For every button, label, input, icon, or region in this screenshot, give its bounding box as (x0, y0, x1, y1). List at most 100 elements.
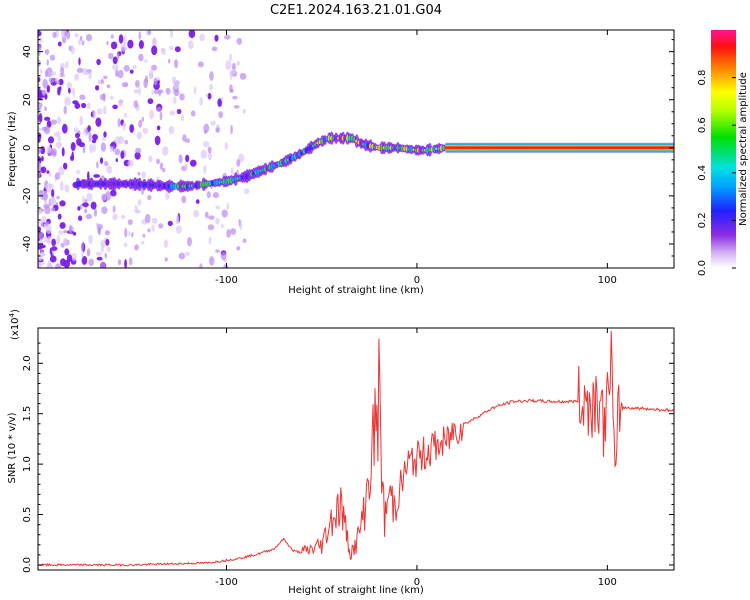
noise-blob (96, 223, 104, 230)
noise-blob (204, 211, 209, 219)
noise-blob (175, 225, 182, 234)
noise-blob (40, 68, 43, 75)
noise-blob (76, 169, 80, 175)
noise-blob (117, 118, 121, 128)
noise-blob (207, 151, 213, 161)
noise-blob (244, 188, 250, 195)
noise-blob (218, 111, 224, 119)
noise-blob (167, 220, 173, 227)
noise-blob (215, 205, 220, 210)
noise-blob (153, 89, 160, 95)
noise-blob (50, 207, 56, 212)
noise-blob (86, 34, 92, 42)
noise-blob (56, 235, 61, 245)
noise-blob (86, 102, 91, 110)
noise-blob (178, 252, 186, 260)
spectrogram-xtick-label: 100 (598, 275, 617, 286)
noise-blob (76, 138, 82, 146)
snr-multiplier-close: ) (10, 309, 21, 313)
noise-blob (82, 145, 86, 154)
spectrogram-ytick-label: 0 (22, 145, 33, 151)
noise-blob (38, 263, 42, 268)
noise-blob (38, 76, 41, 83)
noise-blob (48, 172, 52, 178)
noise-blob (193, 209, 200, 218)
noise-blob (47, 260, 52, 268)
noise-blob (232, 95, 238, 100)
noise-blob (59, 86, 62, 91)
noise-blob (95, 251, 103, 256)
noise-blob (72, 87, 76, 97)
noise-blob (123, 65, 130, 72)
noise-blob (178, 154, 183, 164)
noise-blob (205, 93, 209, 98)
noise-blob (128, 231, 131, 237)
noise-blob (55, 141, 63, 149)
noise-blob (197, 61, 204, 68)
noise-blob (220, 252, 227, 261)
noise-blob (187, 237, 192, 247)
noise-blob (115, 158, 119, 163)
spectrogram-ytick-label: 40 (22, 45, 33, 58)
noise-blob (78, 39, 81, 46)
spectrogram-ytick-label: 20 (22, 93, 33, 106)
noise-blob (147, 228, 151, 233)
noise-blob (66, 30, 71, 40)
spectrogram-ytick-label: -40 (22, 236, 33, 252)
noise-blob (103, 75, 108, 80)
noise-blob (45, 182, 53, 193)
snr-xtick-label: 0 (414, 577, 420, 588)
noise-blob (45, 224, 52, 234)
colorbar-gradient (711, 30, 736, 268)
noise-blob (137, 171, 141, 176)
noise-blob (121, 82, 129, 88)
colorbar-tick-label: 0.4 (697, 165, 708, 181)
noise-blob (101, 136, 106, 141)
noise-blob (169, 110, 176, 116)
noise-blob (75, 132, 80, 139)
noise-blob (242, 238, 247, 243)
noise-blob (122, 122, 127, 127)
noise-blob (46, 145, 52, 154)
noise-blob (141, 241, 145, 245)
snr-xlabel: Height of straight line (km) (288, 585, 424, 596)
noise-blob (181, 195, 187, 204)
noise-blob (103, 131, 107, 138)
noise-blob (153, 78, 158, 86)
noise-blob (203, 165, 207, 174)
noise-blob (42, 78, 48, 89)
noise-blob (38, 189, 43, 197)
noise-blob (43, 224, 47, 229)
noise-blob (185, 138, 190, 143)
noise-blob (38, 103, 42, 112)
noise-blob (104, 230, 111, 236)
spectrogram-ticks: -100 0 100 -40 -20 0 20 40 (22, 30, 674, 286)
noise-blob (44, 93, 48, 100)
snr-ytick-label: 2.0 (22, 355, 33, 371)
noise-blob (137, 199, 142, 206)
noise-blob (105, 238, 110, 246)
noise-blob (112, 63, 119, 71)
noise-blob (162, 146, 169, 156)
noise-blob (215, 217, 220, 225)
noise-blob (38, 36, 43, 44)
noise-blob (176, 214, 180, 224)
noise-blob (104, 252, 108, 259)
noise-blob (64, 184, 70, 193)
noise-blob (61, 147, 65, 157)
noise-blob (147, 98, 154, 105)
noise-blob (143, 78, 148, 89)
colorbar-tick-label: 0.6 (697, 117, 708, 133)
noise-blob (81, 40, 85, 46)
noise-blob (149, 109, 155, 120)
noise-blob (58, 166, 65, 176)
noise-blob (195, 199, 200, 204)
noise-blob (71, 252, 77, 262)
noise-blob (156, 158, 160, 165)
noise-blob (96, 58, 101, 66)
noise-blob (151, 224, 155, 232)
noise-blob (173, 80, 180, 90)
noise-blob (156, 106, 162, 112)
noise-blob (106, 40, 109, 46)
